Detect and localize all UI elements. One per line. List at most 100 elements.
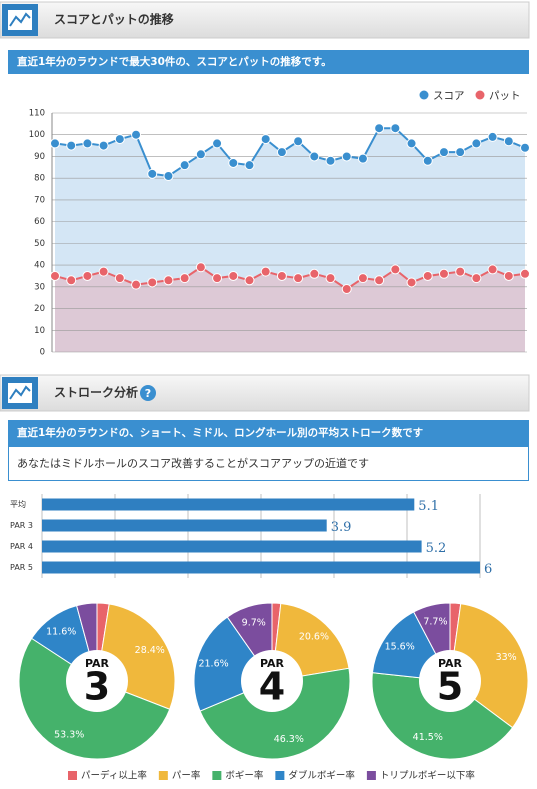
data-point (50, 270, 60, 281)
pie-center (419, 650, 481, 712)
icon-line (9, 385, 31, 400)
data-point (147, 277, 158, 288)
data-point (228, 270, 239, 281)
data-point (374, 275, 385, 286)
y-tick-label: 40 (34, 261, 45, 271)
data-point (244, 275, 255, 286)
pie-slice (449, 603, 529, 729)
value-label: 46.3% (274, 734, 304, 745)
banner-text: 直近1年分のラウンドで最大30件の、スコアとパットの推移です。 (17, 55, 332, 68)
data-point (82, 270, 93, 281)
data-point (66, 275, 77, 286)
legend-marker (212, 771, 222, 780)
data-point (114, 273, 125, 284)
data-point (422, 270, 433, 281)
legend-marker (419, 90, 429, 100)
value-label: 28.4% (135, 645, 165, 656)
advice-text: あなたはミドルホールのスコア改善することがスコアアップの近道です (17, 456, 369, 470)
data-point (131, 279, 142, 290)
data-point (471, 273, 482, 284)
banner (8, 420, 529, 446)
pie-center (241, 650, 303, 712)
pie-center (66, 650, 128, 712)
pie-number: 3 (84, 665, 110, 709)
value-label: 5.2 (426, 541, 447, 556)
data-point (66, 140, 77, 151)
y-tick-label: PAR 4 (10, 542, 33, 551)
data-point (114, 134, 125, 145)
icon-line (9, 12, 31, 27)
data-point (471, 138, 482, 149)
data-point (455, 147, 466, 158)
y-tick-label: 60 (34, 217, 45, 227)
legend-marker (366, 771, 376, 780)
banner-text: 直近1年分のラウンドの、ショート、ミドル、ロングホール別の平均ストローク数です (17, 426, 423, 439)
y-tick-label: 110 (29, 109, 45, 119)
pie-slice (371, 672, 514, 760)
data-point (212, 273, 223, 284)
value-label: 53.3% (54, 730, 84, 741)
y-tick-label: 90 (34, 152, 45, 162)
legend-label: パット (489, 90, 521, 102)
y-tick-label: 70 (34, 195, 45, 205)
value-label: 20.6% (299, 631, 329, 642)
data-point (147, 168, 158, 179)
data-point (98, 140, 109, 151)
bar (42, 561, 480, 574)
data-point (503, 270, 514, 281)
data-point (357, 273, 368, 284)
value-label: 7.7% (423, 616, 447, 627)
data-point (244, 160, 255, 171)
value-label: 15.6% (385, 641, 415, 652)
data-point (50, 138, 60, 149)
data-point (131, 129, 142, 140)
data-point (406, 277, 417, 288)
data-point (195, 149, 206, 160)
data-point (179, 160, 190, 171)
value-label: 9.7% (242, 617, 266, 628)
pie-label: PAR (438, 657, 463, 670)
pie-number: 5 (437, 665, 463, 709)
data-point (260, 134, 271, 145)
data-point (487, 131, 498, 142)
data-point (390, 123, 401, 134)
data-point (325, 155, 336, 166)
data-point (341, 283, 352, 294)
data-point (438, 147, 449, 158)
y-tick-label: 平均 (10, 499, 26, 509)
y-tick-label: 10 (34, 326, 45, 336)
data-point (357, 153, 368, 164)
data-point (260, 266, 271, 277)
legend-marker (475, 90, 485, 100)
data-point (212, 138, 223, 149)
data-point (228, 157, 239, 168)
value-label: 11.6% (46, 626, 76, 637)
pie-label: PAR (85, 657, 110, 670)
data-point (195, 262, 206, 273)
pie-number: 4 (259, 665, 285, 709)
legend-marker (158, 771, 168, 780)
legend-marker (275, 771, 285, 780)
y-tick-label: 0 (40, 348, 45, 358)
data-point (82, 138, 93, 149)
legend-label: スコア (433, 90, 465, 102)
help-text[interactable]: ? (145, 387, 151, 400)
help-icon[interactable] (140, 385, 156, 401)
header-bar (0, 1, 530, 39)
data-point (487, 264, 498, 275)
data-point (438, 268, 449, 279)
y-tick-label: 30 (34, 282, 45, 292)
advice-box (8, 446, 529, 481)
value-label: 5.1 (418, 499, 439, 514)
data-point (520, 142, 530, 153)
data-point (98, 266, 109, 277)
data-point (163, 171, 174, 182)
y-tick-label: 80 (34, 174, 45, 184)
value-label: 33% (496, 652, 517, 663)
y-tick-label: PAR 5 (10, 563, 33, 572)
data-point (293, 136, 304, 147)
data-point (309, 268, 320, 279)
data-point (163, 275, 174, 286)
legend-marker (68, 771, 77, 780)
